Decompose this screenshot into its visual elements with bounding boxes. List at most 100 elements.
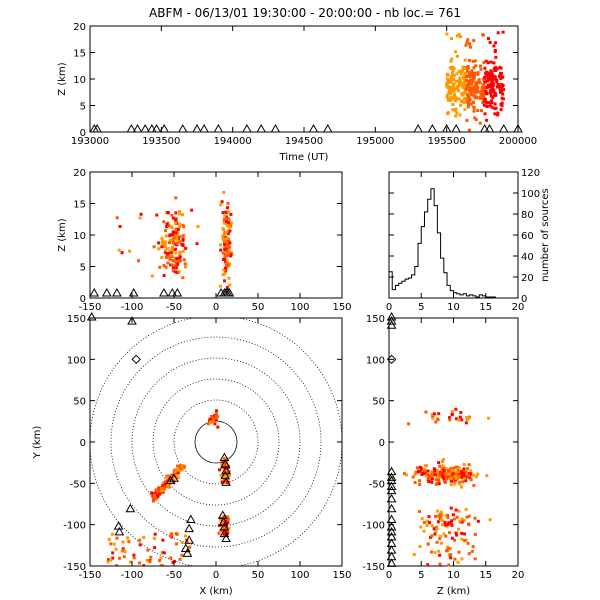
source-point [457,69,461,73]
source-point [451,68,455,72]
source-point [458,476,462,480]
source-point [491,73,495,77]
source-point [453,109,457,113]
x-tick-label: 100 [290,570,309,581]
source-point [464,472,468,476]
station-marker [185,514,196,524]
source-point [460,418,464,422]
source-point [448,85,452,89]
source-point [460,531,464,535]
source-point [489,60,493,64]
source-point [481,93,485,97]
source-point [478,96,482,100]
source-point [416,469,420,473]
source-point [453,93,457,97]
source-point [428,521,432,525]
source-point [118,225,122,229]
source-point [195,242,199,246]
source-point [176,228,180,232]
x-tick-label: 50 [252,570,265,581]
source-point [132,556,136,560]
source-point [226,480,230,484]
source-point [454,114,458,118]
source-point [481,96,485,100]
source-point [227,221,231,225]
source-point [416,466,420,470]
x-tick-label: 200000 [499,136,537,147]
source-point [225,285,229,289]
source-point [450,37,454,41]
source-point [467,82,471,86]
source-point [441,458,445,462]
source-point [218,243,222,247]
source-point [226,201,230,205]
source-point [184,534,188,538]
source-point [128,249,132,253]
y-tick-label: 50 [73,397,86,408]
station-marker [113,521,124,530]
range-ring [110,336,322,548]
source-point [114,547,118,551]
source-point [464,538,468,542]
source-point [154,493,158,497]
source-point [473,557,477,561]
source-point [465,83,469,87]
source-point [166,484,170,488]
source-point [460,517,464,521]
source-point [213,422,217,426]
source-point [178,250,182,254]
source-point [470,81,474,85]
source-point [483,66,487,70]
z-axis-label: Z (km) [57,62,68,95]
source-point [443,471,447,475]
source-point [454,477,458,481]
source-point [176,464,180,468]
source-point [188,545,192,549]
source-point [433,473,437,477]
source-point [488,89,492,93]
source-point [446,97,450,101]
source-point [435,527,439,531]
y-tick-label: 100 [366,355,385,366]
source-point [498,90,502,94]
station-marker [256,123,267,133]
source-point [225,217,229,221]
source-point [465,78,469,82]
source-point [174,542,178,546]
source-point [455,54,459,58]
station-marker [220,470,231,480]
source-point [433,551,437,555]
source-point [160,241,164,245]
source-point [445,77,449,81]
source-point [475,80,479,84]
source-point [228,219,232,223]
y-tick-label: -100 [63,521,86,532]
source-point [420,472,424,476]
y-tick-label: 15 [73,200,86,211]
source-point [484,104,488,108]
source-point [221,236,225,240]
source-point [466,38,470,42]
source-point [435,540,439,544]
source-point [433,469,437,473]
source-point [221,211,225,215]
source-point [424,410,428,414]
source-point [226,252,230,256]
source-point [484,70,488,74]
source-point [458,480,462,484]
source-point [466,467,470,471]
source-point [111,551,115,555]
source-point [455,72,459,76]
source-point [455,34,459,38]
source-point [175,243,179,247]
source-point [228,241,232,245]
source-point [478,121,482,125]
source-point [447,416,451,420]
source-point [476,86,480,90]
x-tick-label: -150 [79,302,102,313]
source-point [473,116,477,120]
source-point [472,109,476,113]
source-point [137,561,141,565]
source-point [439,541,443,545]
source-point [467,75,471,79]
